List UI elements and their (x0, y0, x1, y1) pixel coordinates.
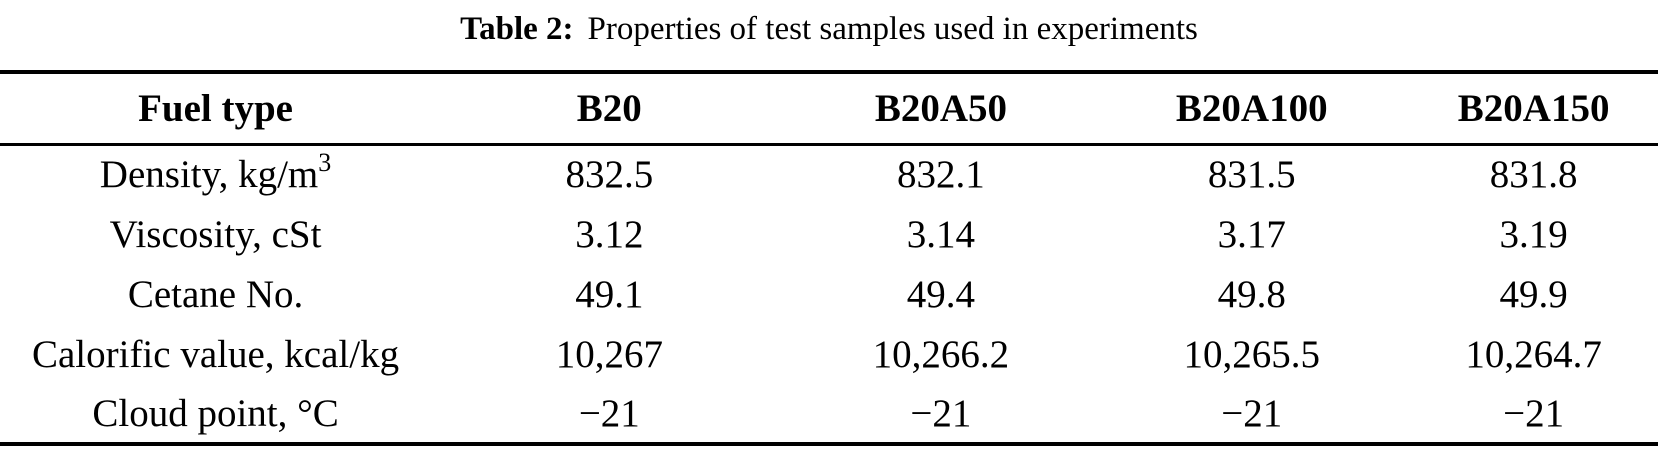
row-label: Cetane No. (0, 264, 431, 324)
properties-table: Fuel type B20 B20A50 B20A100 B20A150 Den… (0, 70, 1658, 446)
col-header-b20a50: B20A50 (874, 86, 1007, 130)
row-cloud-point: Cloud point, °C −21 −21 −21 −21 (0, 384, 1658, 444)
header-row: Fuel type B20 B20A50 B20A100 B20A150 (0, 72, 1658, 144)
col-header-b20a100: B20A100 (1175, 86, 1328, 130)
table-cell: 10,265.5 (1183, 332, 1321, 376)
row-label: Density, kg/m3 (0, 144, 431, 204)
table-cell: 3.17 (1217, 212, 1286, 256)
row-calorific-value: Calorific value, kcal/kg 10,267 10,266.2… (0, 324, 1658, 384)
row-label-text: Cetane No. (127, 272, 304, 316)
col-header-b20: B20 (576, 86, 642, 130)
table-cell: 49.8 (1217, 272, 1286, 316)
table-cell: 49.4 (906, 272, 976, 316)
table-cell: 49.1 (575, 272, 644, 316)
table-cell: 10,266.2 (872, 332, 1010, 376)
col-header-b20a150: B20A150 (1457, 86, 1610, 130)
row-label-text: Cloud point, °C (92, 391, 339, 435)
row-label-text: Viscosity, cSt (109, 212, 322, 256)
table-cell: 10,264.7 (1465, 332, 1602, 376)
table-cell: −21 (1221, 391, 1283, 435)
table-caption-text: Properties of test samples used in exper… (587, 11, 1198, 47)
row-label-text: Calorific value, kcal/kg (31, 332, 400, 376)
table-cell: 3.12 (575, 212, 644, 256)
table-cell: 832.1 (897, 153, 985, 197)
table-cell: 831.8 (1489, 153, 1578, 197)
table-cell: 3.19 (1499, 212, 1568, 256)
table-cell: 49.9 (1499, 272, 1568, 316)
row-viscosity: Viscosity, cSt 3.12 3.14 3.17 3.19 (0, 204, 1658, 264)
row-label-text: Density, kg/m (99, 153, 319, 197)
col-header-fuel-type: Fuel type (138, 86, 293, 130)
table-cell: 831.5 (1207, 153, 1296, 197)
table-cell: −21 (1503, 391, 1565, 435)
table-cell: 832.5 (565, 153, 654, 197)
row-label-superscript: 3 (318, 148, 332, 178)
table-cell: −21 (578, 391, 640, 435)
row-label: Calorific value, kcal/kg (0, 324, 431, 384)
table-cell: 3.14 (906, 212, 976, 256)
row-density: Density, kg/m3 832.5 832.1 831.5 831.8 (0, 144, 1658, 204)
table-cell: 10,267 (555, 332, 663, 376)
row-label: Viscosity, cSt (0, 204, 431, 264)
table-cell: −21 (910, 391, 972, 435)
table-caption-label: Table 2: (460, 11, 574, 47)
row-label: Cloud point, °C (0, 384, 431, 444)
row-cetane: Cetane No. 49.1 49.4 49.8 49.9 (0, 264, 1658, 324)
table-caption: Table 2: Properties of test samples used … (0, 0, 1658, 70)
